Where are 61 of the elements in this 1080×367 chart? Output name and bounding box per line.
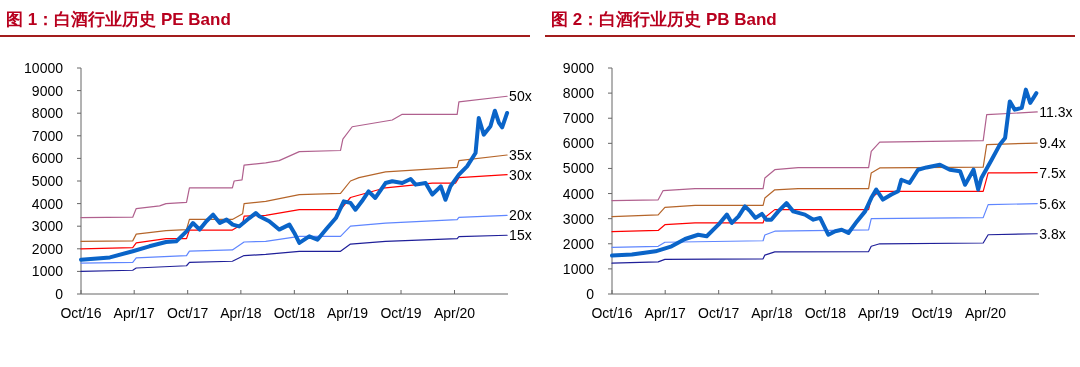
series-label: 5.6x <box>1039 195 1066 212</box>
line-series <box>611 203 1038 248</box>
x-tick-label: Apr/20 <box>964 305 1007 321</box>
x-tick-label: Apr/19 <box>326 305 369 321</box>
y-tick-label: 9000 <box>562 60 595 76</box>
x-tick-label: Oct/17 <box>698 305 740 321</box>
series-label: 7.5x <box>1039 164 1066 181</box>
series-label: 3.8x <box>1039 225 1066 242</box>
y-tick-label: 6000 <box>31 150 64 167</box>
y-tick-label: 9000 <box>31 82 64 99</box>
y-tick-label: 0 <box>55 286 64 302</box>
y-tick-label: 7000 <box>31 127 64 144</box>
x-tick-label: Apr/17 <box>113 305 156 321</box>
line-series <box>611 172 1038 233</box>
y-tick-label: 0 <box>586 286 595 302</box>
y-tick-label: 8000 <box>562 85 595 102</box>
x-tick-label: Oct/19 <box>380 305 422 321</box>
x-tick-label: Apr/20 <box>433 305 476 321</box>
y-tick-label: 3000 <box>562 210 595 227</box>
x-tick-label: Oct/19 <box>911 305 953 321</box>
y-tick-label: 4000 <box>31 195 64 212</box>
line-series <box>610 87 1039 258</box>
x-tick-label: Oct/18 <box>804 305 847 321</box>
line-series <box>80 214 508 264</box>
line-series <box>80 174 508 250</box>
y-tick-label: 5000 <box>31 173 64 189</box>
x-tick-label: Apr/19 <box>857 305 900 321</box>
series-label: 35x <box>509 147 532 164</box>
series-label: 50x <box>509 88 532 105</box>
title: 图 1：白酒行业历史 PE Band <box>6 10 231 29</box>
y-tick-label: 8000 <box>31 105 64 122</box>
line-series <box>80 95 508 219</box>
x-tick-label: Oct/18 <box>273 305 316 321</box>
y-tick-label: 10000 <box>24 60 64 76</box>
x-tick-label: Apr/18 <box>220 305 262 321</box>
y-tick-label: 6000 <box>562 135 595 152</box>
y-tick-label: 2000 <box>31 240 64 257</box>
line-series <box>80 234 508 272</box>
x-tick-label: Oct/16 <box>60 305 102 321</box>
x-tick-label: Oct/16 <box>591 305 633 321</box>
line-series <box>80 154 508 242</box>
series-label: 20x <box>509 207 532 224</box>
y-tick-label: 3000 <box>31 218 64 235</box>
title: 图 2：白酒行业历史 PB Band <box>551 10 777 29</box>
line-series <box>611 111 1038 202</box>
x-tick-label: Apr/17 <box>644 305 687 321</box>
y-tick-label: 2000 <box>562 235 595 252</box>
line-series <box>611 142 1038 218</box>
y-tick-label: 4000 <box>562 185 595 202</box>
line-series <box>611 233 1038 264</box>
x-tick-label: Oct/17 <box>167 305 209 321</box>
series-label: 11.3x <box>1039 103 1073 120</box>
y-tick-label: 7000 <box>562 110 595 127</box>
series-label: 30x <box>509 166 532 183</box>
y-tick-label: 1000 <box>31 263 64 280</box>
y-tick-label: 1000 <box>562 260 595 277</box>
y-tick-label: 5000 <box>562 160 595 177</box>
series-label: 15x <box>509 227 532 244</box>
series-label: 9.4x <box>1039 135 1066 152</box>
line-series <box>79 108 510 262</box>
x-tick-label: Apr/18 <box>751 305 793 321</box>
